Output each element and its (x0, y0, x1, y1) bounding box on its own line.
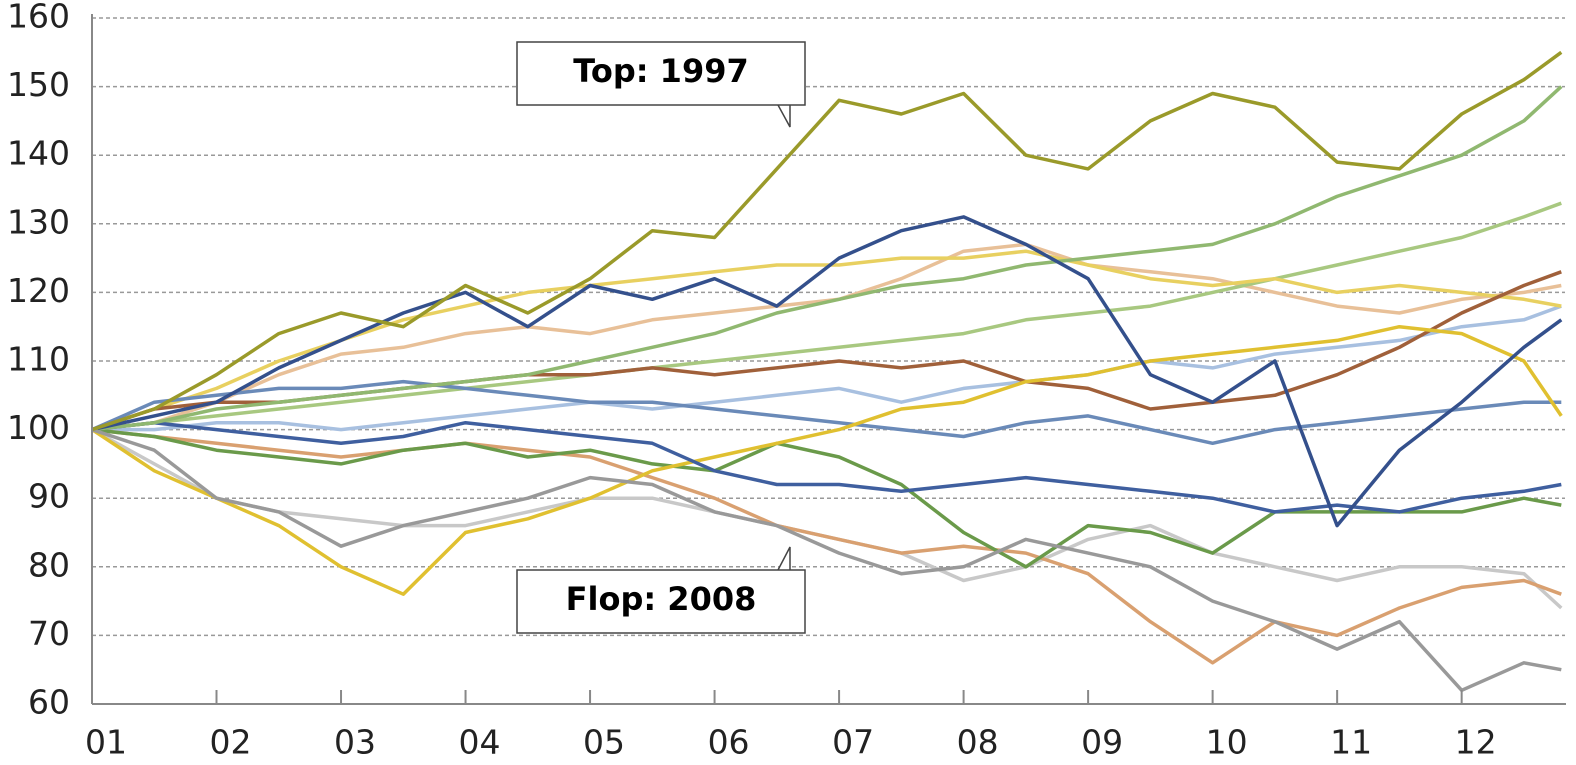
series-line (91, 85, 1563, 432)
lines (91, 50, 1563, 693)
y-tick-label: 80 (28, 545, 70, 584)
x-tick-label: 02 (210, 723, 252, 762)
y-tick-label: 130 (7, 202, 70, 241)
annotation-flop: Flop: 2008 (516, 546, 806, 634)
series-line (91, 324, 1563, 596)
y-tick-label: 160 (7, 0, 70, 36)
x-tick-label: 03 (334, 723, 376, 762)
x-tick-label: 06 (708, 723, 750, 762)
series-line (91, 427, 1562, 665)
ticks: 60 70 80 90 100 110 120 130 140 150 160 01 02 03 04 05 0… (7, 0, 1497, 762)
y-tick-label: 60 (28, 683, 70, 722)
annotation-box (516, 41, 806, 106)
series-line (91, 50, 1563, 432)
y-tick-label: 140 (7, 134, 70, 173)
pointer (777, 104, 791, 128)
annotation-text: Flop: 2008 (566, 580, 757, 618)
x-tick-label: 08 (957, 723, 999, 762)
series-line (91, 215, 1563, 528)
x-tick-label: 04 (459, 723, 501, 762)
y-tick-label: 110 (7, 340, 70, 379)
series-line (92, 304, 1562, 432)
series-line (91, 201, 1562, 432)
y-tick-label: 100 (7, 408, 70, 447)
x-tick-label: 12 (1455, 723, 1497, 762)
x-tick-label: 11 (1330, 723, 1372, 762)
y-tick-label: 120 (7, 271, 70, 310)
series-line (91, 420, 1562, 514)
x-tick-label: 09 (1081, 723, 1123, 762)
y-tick-label: 150 (7, 65, 70, 104)
annotation-box (516, 569, 806, 634)
x-tick-label: 05 (583, 723, 625, 762)
series-line (91, 427, 1562, 569)
series-line (91, 379, 1562, 446)
annotation-top: Top: 1997 (516, 41, 806, 128)
x-tick-label: 07 (832, 723, 874, 762)
y-tick-label: 90 (28, 477, 70, 516)
x-tick-label: 01 (85, 723, 127, 762)
x-tick-label: 10 (1206, 723, 1248, 762)
series-line (91, 427, 1562, 693)
y-tick-label: 70 (28, 614, 70, 653)
series-line (91, 242, 1562, 432)
pointer (777, 546, 791, 571)
annotation-text: Top: 1997 (573, 52, 748, 90)
